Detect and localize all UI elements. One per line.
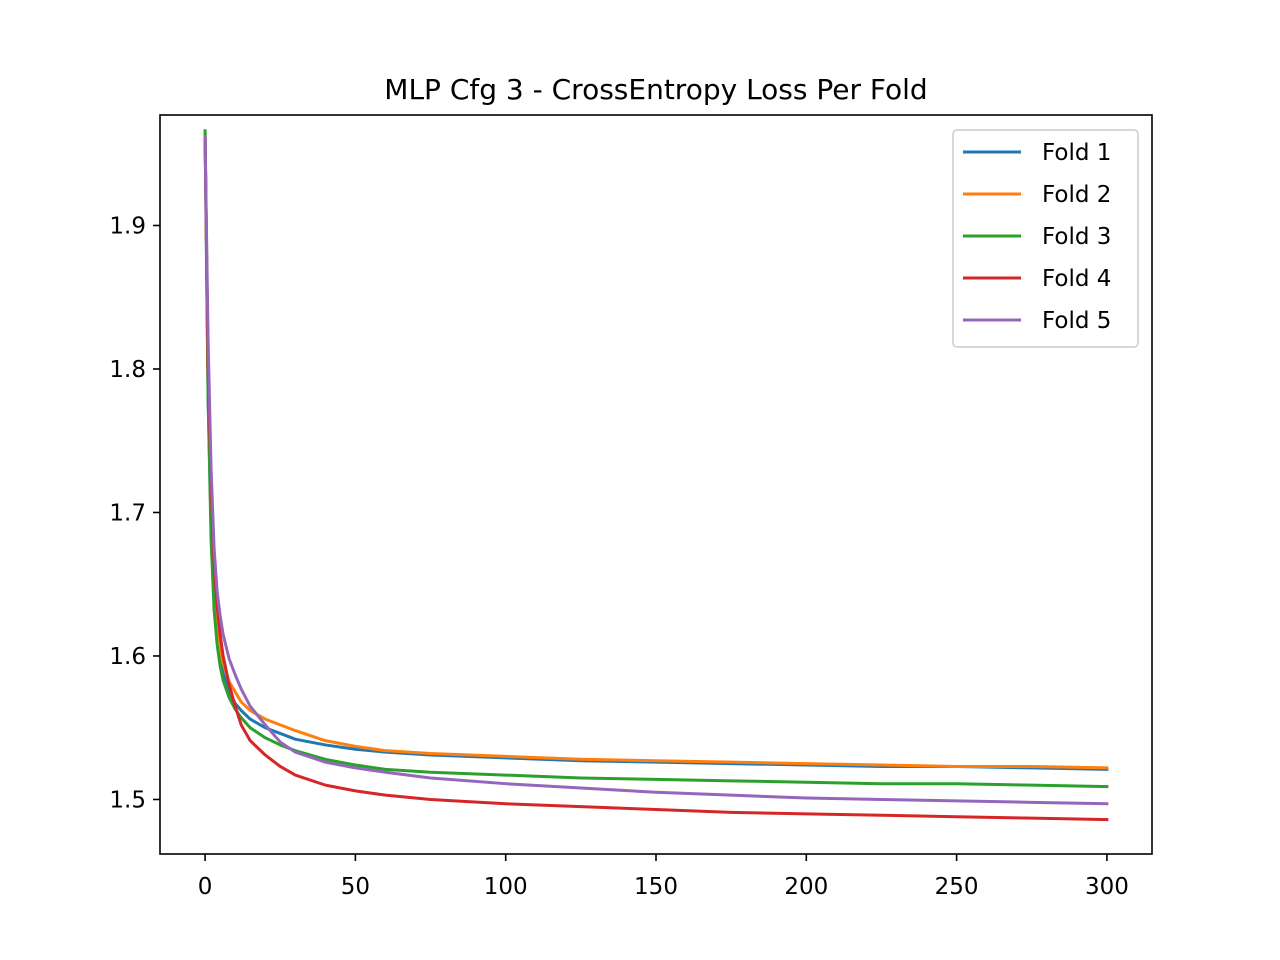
y-tick-label: 1.6: [109, 644, 146, 670]
x-tick-label: 150: [634, 874, 678, 900]
chart-title: MLP Cfg 3 - CrossEntropy Loss Per Fold: [384, 73, 927, 106]
series-layer: [203, 129, 1109, 822]
series-line-fold-5: [203, 134, 1109, 806]
x-axis: 0 50 100 150 200 250 300: [198, 854, 1129, 900]
legend-label-fold-4: Fold 4: [1042, 266, 1111, 292]
legend-label-fold-5: Fold 5: [1042, 308, 1111, 334]
legend-label-fold-3: Fold 3: [1042, 224, 1111, 250]
x-tick-label: 50: [341, 874, 370, 900]
legend-label-fold-2: Fold 2: [1042, 182, 1111, 208]
series-line-fold-4: [203, 135, 1109, 822]
x-tick-label: 250: [935, 874, 979, 900]
x-tick-label: 100: [484, 874, 528, 900]
legend-box: [952, 129, 1139, 348]
y-tick-label: 1.5: [109, 787, 146, 813]
y-tick-label: 1.7: [109, 500, 146, 526]
y-axis: 1.5 1.6 1.7 1.8 1.9: [109, 213, 160, 813]
legend-label-fold-1: Fold 1: [1042, 140, 1111, 166]
x-tick-label: 0: [198, 874, 213, 900]
legend: Fold 1 Fold 2 Fold 3 Fold 4 Fold 5: [952, 129, 1139, 348]
y-tick-label: 1.9: [109, 213, 146, 239]
x-tick-label: 200: [784, 874, 828, 900]
x-tick-label: 300: [1085, 874, 1129, 900]
y-tick-label: 1.8: [109, 357, 146, 383]
